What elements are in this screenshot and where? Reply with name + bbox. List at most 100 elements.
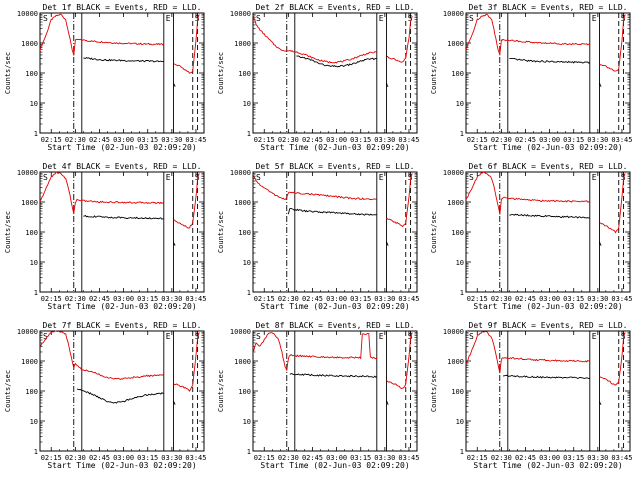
y-tick-label: 1 <box>247 448 251 456</box>
panel-title: Det 3f BLACK = Events, RED = LLD. <box>469 3 628 12</box>
corner-label: S <box>43 14 48 23</box>
y-tick-label: 1 <box>34 289 38 297</box>
y-axis-ticks: 1 10 100 1000 10000 <box>230 169 417 297</box>
lld-series-line <box>252 174 377 201</box>
x-tick-label: 02:15 <box>41 454 62 462</box>
y-axis-label: Counts/sec <box>4 211 12 253</box>
corner-label: S <box>408 332 413 341</box>
x-tick-label: 03:15 <box>563 454 584 462</box>
x-tick-label: 03:30 <box>587 136 608 144</box>
lld-series-line <box>173 173 200 229</box>
panel-title: Det 1f BLACK = Events, RED = LLD. <box>43 3 202 12</box>
x-axis-ticks: 02:15 02:30 02:45 03:00 03:15 03:30 03:45 <box>254 13 419 144</box>
y-tick-label: 10000 <box>443 328 464 336</box>
detector-panel-7: Det 7f BLACK = Events, RED = LLD. Counts/… <box>4 321 206 470</box>
plot-frame <box>465 12 631 134</box>
events-series-line <box>296 55 377 68</box>
x-axis-ticks: 02:15 02:30 02:45 03:00 03:15 03:30 03:45 <box>41 331 206 462</box>
x-tick-label: 02:45 <box>89 136 110 144</box>
x-tick-label: 02:45 <box>89 454 110 462</box>
y-tick-label: 1 <box>460 448 464 456</box>
detector-panel-4: Det 4f BLACK = Events, RED = LLD. Counts/… <box>4 162 206 311</box>
y-tick-label: 10000 <box>230 169 251 177</box>
corner-label: S <box>408 14 413 23</box>
x-tick-label: 03:00 <box>539 136 560 144</box>
panel-title: Det 2f BLACK = Events, RED = LLD. <box>256 3 415 12</box>
lld-series-line <box>599 173 626 234</box>
x-tick-label: 03:45 <box>185 136 206 144</box>
x-tick-label: 03:45 <box>398 295 419 303</box>
x-tick-label: 02:30 <box>65 295 86 303</box>
x-axis-label: Start Time (02-Jun-03 02:09:20) <box>47 461 196 470</box>
y-axis-ticks: 1 10 100 1000 10000 <box>230 328 417 456</box>
x-axis-ticks: 02:15 02:30 02:45 03:00 03:15 03:30 03:45 <box>467 172 632 303</box>
x-tick-label: 02:45 <box>302 136 323 144</box>
x-axis-label: Start Time (02-Jun-03 02:09:20) <box>473 461 622 470</box>
x-tick-label: 03:30 <box>374 454 395 462</box>
corner-label: E <box>592 173 597 182</box>
x-tick-label: 03:30 <box>374 136 395 144</box>
corner-label: S <box>256 14 261 23</box>
x-axis-ticks: 02:15 02:30 02:45 03:00 03:15 03:30 03:45 <box>254 172 419 303</box>
y-tick-label: 10 <box>243 259 251 267</box>
x-tick-label: 02:30 <box>278 454 299 462</box>
corner-label: E <box>166 14 171 23</box>
events-series-line <box>386 241 389 246</box>
y-tick-label: 1000 <box>21 199 38 207</box>
events-series-line <box>502 374 590 380</box>
y-tick-label: 100 <box>451 388 464 396</box>
corner-label: S <box>43 173 48 182</box>
detector-panel-1: Det 1f BLACK = Events, RED = LLD. Counts/… <box>4 3 206 152</box>
events-series-line <box>83 57 164 63</box>
x-tick-label: 03:00 <box>113 136 134 144</box>
x-axis-label: Start Time (02-Jun-03 02:09:20) <box>473 143 622 152</box>
x-tick-label: 02:30 <box>491 295 512 303</box>
plot-frame <box>252 330 418 452</box>
x-tick-label: 03:00 <box>113 295 134 303</box>
lld-series-line <box>465 13 590 57</box>
lld-series-line <box>386 15 413 63</box>
x-tick-label: 02:45 <box>89 295 110 303</box>
x-tick-label: 02:30 <box>278 136 299 144</box>
events-series-line <box>599 401 602 405</box>
corner-label: S <box>195 332 200 341</box>
x-axis-ticks: 02:15 02:30 02:45 03:00 03:15 03:30 03:45 <box>41 13 206 144</box>
plot-frame <box>39 330 205 452</box>
corner-label: S <box>469 14 474 23</box>
y-tick-label: 1000 <box>447 358 464 366</box>
y-tick-label: 10000 <box>443 10 464 18</box>
y-axis-ticks: 1 10 100 1000 10000 <box>443 328 630 456</box>
events-series-line <box>599 82 602 87</box>
x-tick-label: 03:30 <box>161 136 182 144</box>
y-tick-label: 1 <box>34 448 38 456</box>
y-axis-ticks: 1 10 100 1000 10000 <box>17 328 204 456</box>
x-tick-label: 03:30 <box>161 454 182 462</box>
corner-label: S <box>621 14 626 23</box>
lld-series-line <box>173 332 200 392</box>
detector-panel-9: Det 9f BLACK = Events, RED = LLD. Counts/… <box>430 321 632 470</box>
panel-title: Det 7f BLACK = Events, RED = LLD. <box>43 321 202 330</box>
detector-panel-5: Det 5f BLACK = Events, RED = LLD. Counts/… <box>217 162 419 311</box>
x-axis-label: Start Time (02-Jun-03 02:09:20) <box>47 143 196 152</box>
corner-label: S <box>408 173 413 182</box>
x-axis-label: Start Time (02-Jun-03 02:09:20) <box>473 302 622 311</box>
y-tick-label: 10 <box>243 100 251 108</box>
y-tick-label: 100 <box>25 229 38 237</box>
events-series-line <box>509 57 591 64</box>
y-tick-label: 10000 <box>17 169 38 177</box>
y-tick-label: 1000 <box>447 199 464 207</box>
lld-series-line <box>39 171 164 214</box>
corner-label: E <box>592 14 597 23</box>
x-tick-label: 03:45 <box>185 454 206 462</box>
y-axis-label: Counts/sec <box>430 370 438 412</box>
y-tick-label: 1000 <box>234 358 251 366</box>
x-tick-label: 02:30 <box>65 454 86 462</box>
events-series-line <box>83 214 164 220</box>
events-series-line <box>173 83 176 87</box>
plot-frame <box>39 12 205 134</box>
y-tick-label: 1000 <box>21 358 38 366</box>
panel-title: Det 8f BLACK = Events, RED = LLD. <box>256 321 415 330</box>
x-tick-label: 02:45 <box>515 136 536 144</box>
x-tick-label: 03:15 <box>563 136 584 144</box>
x-tick-label: 02:15 <box>254 454 275 462</box>
